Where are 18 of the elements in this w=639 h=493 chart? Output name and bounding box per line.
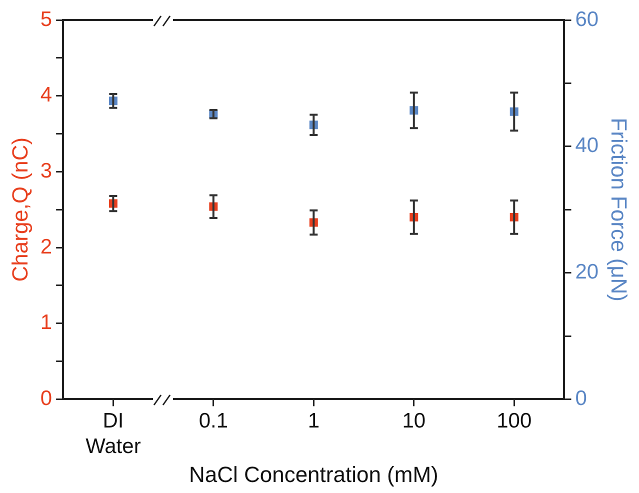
x-axis-title: NaCl Concentration (mM) [188,462,438,487]
x-tick-label: 1 [308,410,320,433]
y-tick-label: 0 [40,386,52,410]
y2-tick-label: 20 [575,260,599,284]
x-tick-label: 10 [402,410,426,433]
y-tick-label: 1 [40,311,52,334]
x-tick-label: DI Water [86,410,141,458]
y-tick-label: 2 [40,235,52,258]
y-axis-title: Charge,Q (nC) [7,137,32,282]
x-tick-label: 100 [496,410,532,433]
y-tick-label: 3 [40,159,52,182]
y-tick-label: 5 [40,8,52,31]
x-tick-label: 0.1 [198,410,228,433]
y-tick-label: 4 [40,84,52,107]
y2-tick-label: 40 [575,134,599,158]
y2-axis-title: Friction Force (μN) [606,118,632,302]
y2-tick-label: 0 [575,386,587,410]
y2-tick-label: 60 [575,8,599,31]
